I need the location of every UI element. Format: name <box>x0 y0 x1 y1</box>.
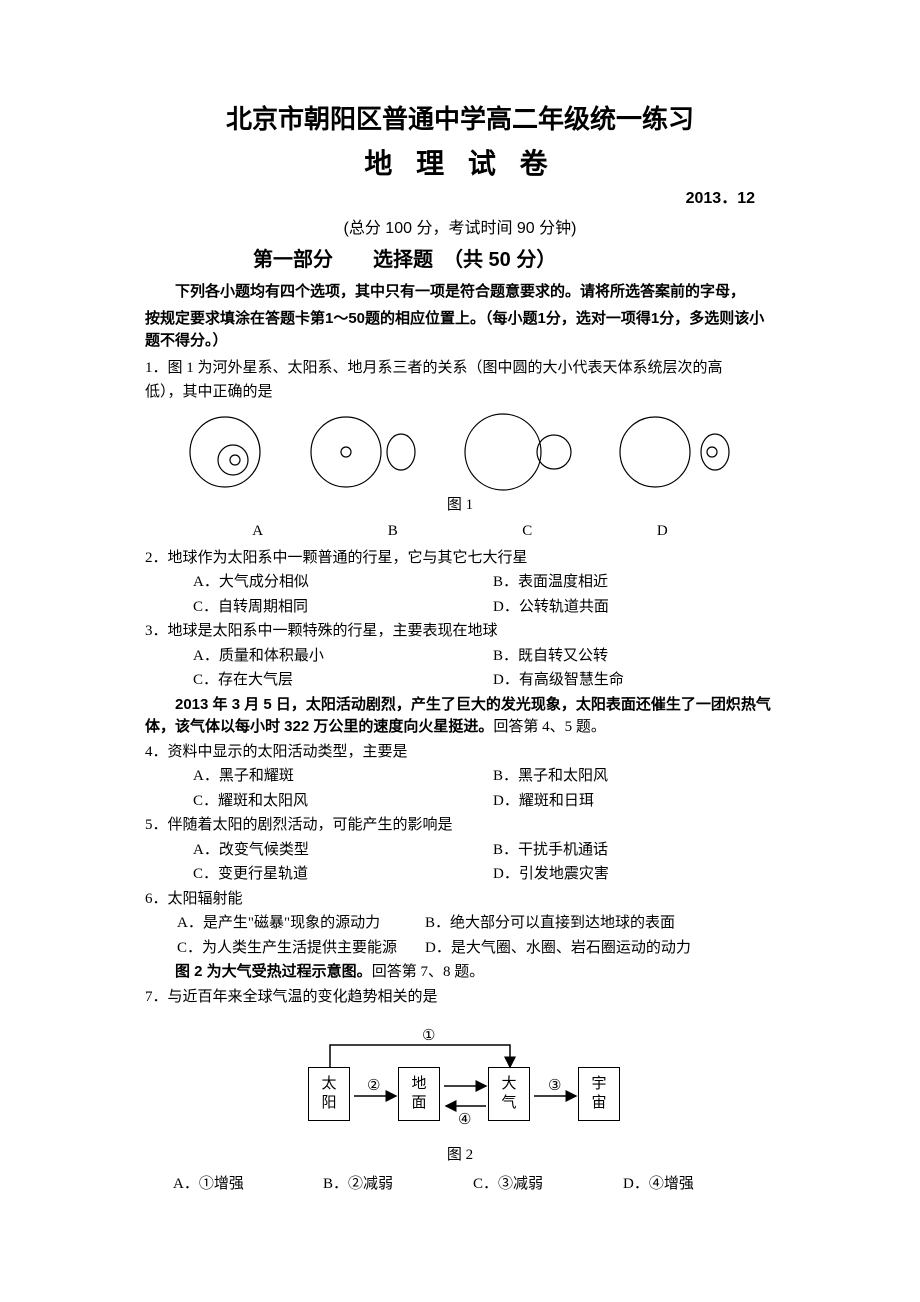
fig1-option-b <box>306 412 421 492</box>
context-78-normal: 回答第 7、8 题。 <box>372 964 485 980</box>
q4-a: A．黑子和耀斑 <box>145 765 445 788</box>
q2-c: C．自转周期相同 <box>145 596 445 619</box>
fig2-label: 图 2 <box>145 1144 775 1167</box>
q7-b: B．②减弱 <box>323 1173 473 1196</box>
fig1-option-d <box>617 412 735 492</box>
q5-text: 5．伴随着太阳的剧烈活动，可能产生的影响是 <box>145 814 775 837</box>
q5-d: D．引发地震灾害 <box>445 863 775 886</box>
q1-text-1: 1．图 1 为河外星系、太阳系、地月系三者的关系（图中圆的大小代表天体系统层次的… <box>145 357 775 380</box>
q6-row2: C．为人类生产生活提供主要能源 D．是大气圈、水圈、岩石圈运动的动力 <box>145 937 775 960</box>
q5-row1: A．改变气候类型 B．干扰手机通话 <box>145 839 775 862</box>
q6-d: D．是大气圈、水圈、岩石圈运动的动力 <box>425 937 775 960</box>
q2-b: B．表面温度相近 <box>445 571 775 594</box>
instructions-2: 按规定要求填涂在答题卡第1～50题的相应位置上。（每小题1分，选对一项得1分，多… <box>145 308 775 353</box>
q3-c: C．存在大气层 <box>145 669 445 692</box>
q5-row2: C．变更行星轨道 D．引发地震灾害 <box>145 863 775 886</box>
q7-a: A．①增强 <box>173 1173 323 1196</box>
fig1-letter-d: D <box>657 520 668 543</box>
q2-row1: A．大气成分相似 B．表面温度相近 <box>145 571 775 594</box>
fig1-option-a <box>185 412 265 492</box>
context-45-bold: 2013 年 3 月 5 日，太阳活动剧烈，产生了巨大的发光现象，太阳表面还催生… <box>145 696 771 736</box>
q4-row1: A．黑子和耀斑 B．黑子和太阳风 <box>145 765 775 788</box>
fig2-svg: 太阳 地面 大气 宇宙 ① ② ④ ③ <box>290 1020 630 1140</box>
fig1-letters: A B C D <box>145 520 775 543</box>
title-sub: 地 理 试 卷 <box>145 143 775 185</box>
context-45-normal: 回答第 4、5 题。 <box>493 719 606 735</box>
fig1-label: 图 1 <box>145 494 775 517</box>
q4-d: D．耀斑和日珥 <box>445 790 775 813</box>
fig2-label-3: ③ <box>548 1078 561 1094</box>
q2-a: A．大气成分相似 <box>145 571 445 594</box>
q2-row2: C．自转周期相同 D．公转轨道共面 <box>145 596 775 619</box>
context-78-bold: 图 2 为大气受热过程示意图。 <box>175 963 372 980</box>
q6-a: A．是产生"磁暴"现象的源动力 <box>145 912 425 935</box>
instructions-1: 下列各小题均有四个选项，其中只有一项是符合题意要求的。请将所选答案前的字母， <box>145 281 775 304</box>
q3-a: A．质量和体积最小 <box>145 645 445 668</box>
fig2-label-4: ④ <box>458 1112 471 1128</box>
q5-a: A．改变气候类型 <box>145 839 445 862</box>
exam-date: 2013．12 <box>145 187 775 211</box>
context-78: 图 2 为大气受热过程示意图。回答第 7、8 题。 <box>145 961 775 984</box>
q6-row1: A．是产生"磁暴"现象的源动力 B．绝大部分可以直接到达地球的表面 <box>145 912 775 935</box>
q4-text: 4．资料中显示的太阳活动类型，主要是 <box>145 741 775 764</box>
fig1-letter-b: B <box>388 520 398 543</box>
fig2-label-2: ② <box>367 1078 380 1094</box>
q2-text: 2．地球作为太阳系中一颗普通的行星，它与其它七大行星 <box>145 547 775 570</box>
q4-b: B．黑子和太阳风 <box>445 765 775 788</box>
q5-c: C．变更行星轨道 <box>145 863 445 886</box>
q4-row2: C．耀斑和太阳风 D．耀斑和日珥 <box>145 790 775 813</box>
q2-d: D．公转轨道共面 <box>445 596 775 619</box>
q4-c: C．耀斑和太阳风 <box>145 790 445 813</box>
title-main: 北京市朝阳区普通中学高二年级统一练习 <box>145 100 775 139</box>
q6-c: C．为人类生产生活提供主要能源 <box>145 937 425 960</box>
fig1-option-c <box>461 412 576 492</box>
q3-row2: C．存在大气层 D．有高级智慧生命 <box>145 669 775 692</box>
fig1-letter-c: C <box>522 520 532 543</box>
q3-text: 3．地球是太阳系中一颗特殊的行星，主要表现在地球 <box>145 620 775 643</box>
context-45: 2013 年 3 月 5 日，太阳活动剧烈，产生了巨大的发光现象，太阳表面还催生… <box>145 694 775 739</box>
section-title: 第一部分 选择题 （共 50 分） <box>145 245 775 275</box>
q3-b: B．既自转又公转 <box>445 645 775 668</box>
q7-d: D．④增强 <box>623 1173 773 1196</box>
q3-d: D．有高级智慧生命 <box>445 669 775 692</box>
figure-2: 太阳 地面 大气 宇宙 ① ② ④ ③ <box>145 1020 775 1140</box>
score-time: (总分 100 分，考试时间 90 分钟) <box>145 217 775 241</box>
fig1-letter-a: A <box>252 520 263 543</box>
q7-options: A．①增强 B．②减弱 C．③减弱 D．④增强 <box>145 1173 775 1196</box>
q1-text-2: 低），其中正确的是 <box>145 381 775 404</box>
q7-c: C．③减弱 <box>473 1173 623 1196</box>
q7-text: 7．与近百年来全球气温的变化趋势相关的是 <box>145 986 775 1009</box>
fig2-label-1: ① <box>422 1028 435 1044</box>
q5-b: B．干扰手机通话 <box>445 839 775 862</box>
figure-1 <box>145 412 775 492</box>
q6-b: B．绝大部分可以直接到达地球的表面 <box>425 912 775 935</box>
q3-row1: A．质量和体积最小 B．既自转又公转 <box>145 645 775 668</box>
q6-text: 6．太阳辐射能 <box>145 888 775 911</box>
